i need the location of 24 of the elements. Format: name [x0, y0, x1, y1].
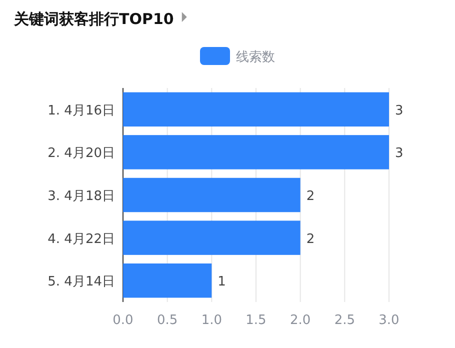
x-tick-label: 0.0 [112, 313, 134, 328]
chart-title: 关键词获客排行TOP10 [13, 10, 174, 28]
x-tick-label: 2.0 [290, 313, 311, 328]
y-tick-label: 4. 4月22日 [48, 232, 115, 247]
bar [123, 220, 300, 255]
data-label: 1 [218, 274, 226, 290]
bar [123, 92, 389, 127]
data-label: 3 [395, 146, 404, 162]
bar [123, 135, 389, 170]
x-tick-label: 0.5 [156, 313, 178, 328]
x-tick-label: 2.5 [334, 313, 356, 328]
y-tick-label: 1. 4月16日 [48, 103, 115, 118]
legend-label: 线索数 [236, 50, 275, 65]
data-label: 2 [306, 189, 315, 204]
x-tick-label: 1.5 [246, 313, 266, 328]
x-tick-label: 3.0 [378, 313, 400, 328]
bar [123, 178, 300, 212]
data-label: 3 [395, 103, 404, 118]
y-tick-label: 3. 4月18日 [48, 189, 115, 204]
y-tick-label: 2. 4月20日 [48, 146, 115, 162]
bar [123, 263, 212, 298]
data-label: 2 [306, 232, 315, 247]
y-tick-label: 5. 4月14日 [48, 274, 115, 290]
x-tick-label: 1.0 [201, 313, 222, 328]
